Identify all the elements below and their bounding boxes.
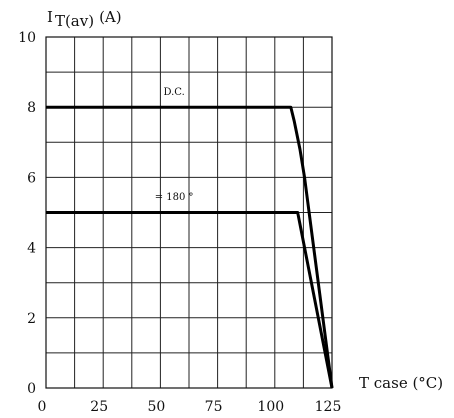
y-tick-label: 4 bbox=[27, 241, 36, 257]
y-tick-labels: 0 2 4 6 8 10 bbox=[18, 30, 36, 397]
y-tick-label: 8 bbox=[27, 100, 36, 116]
y-tick-label: 2 bbox=[27, 311, 36, 327]
x-tick-label: 25 bbox=[90, 399, 108, 415]
x-tick-label: 100 bbox=[257, 399, 284, 415]
y-axis-title: I T(av) (A) bbox=[47, 8, 122, 30]
y-axis-title-main: I bbox=[47, 8, 53, 26]
x-tick-labels: 0 25 50 75 100 125 bbox=[38, 399, 342, 415]
y-axis-title-sub: T(av) bbox=[55, 12, 94, 30]
x-tick-label: 75 bbox=[205, 399, 223, 415]
y-tick-label: 10 bbox=[18, 30, 36, 46]
x-axis-title: T case (°C) bbox=[359, 374, 443, 392]
series-annotation: D.C. bbox=[163, 87, 184, 98]
series-line-180deg bbox=[46, 211, 334, 389]
annotation-layer: D.C. = 180 ° bbox=[155, 87, 194, 203]
y-tick-label: 6 bbox=[27, 170, 36, 186]
x-tick-label: 125 bbox=[315, 399, 342, 415]
series-layer bbox=[46, 105, 334, 389]
series-annotation: = 180 ° bbox=[155, 192, 194, 203]
series-line-dc bbox=[46, 105, 334, 389]
x-tick-label: 50 bbox=[147, 399, 165, 415]
y-axis-title-unit: (A) bbox=[99, 8, 122, 26]
x-tick-label: 0 bbox=[38, 399, 47, 415]
y-tick-label: 0 bbox=[27, 381, 36, 397]
